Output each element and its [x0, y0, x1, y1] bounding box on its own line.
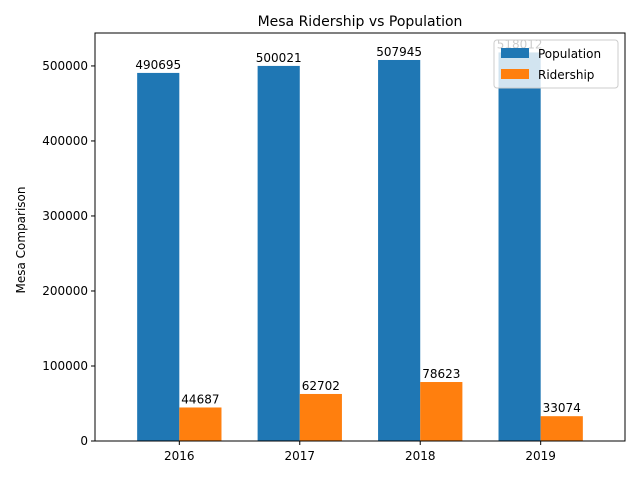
data-label-ridership-2016: 44687 [181, 392, 219, 406]
legend: Population Ridership [493, 39, 619, 89]
bar-population-2019 [498, 52, 541, 442]
y-axis-label: Mesa Comparison [14, 186, 28, 293]
y-tick-label: 300000 [42, 209, 88, 223]
y-tick-label: 0 [80, 434, 88, 448]
bar-ridership-2018 [420, 382, 463, 441]
y-tick-label: 500000 [42, 59, 88, 73]
data-label-population-2016: 490695 [135, 58, 181, 72]
x-axis: 2016 2017 2018 2019 [164, 441, 556, 463]
bar-population-2017 [257, 65, 300, 442]
x-tick-label: 2017 [284, 449, 315, 463]
bar-population-2016 [137, 72, 180, 442]
bar-ridership-2019 [540, 416, 583, 441]
bar-ridership-2017 [299, 393, 342, 441]
bars-group [137, 52, 583, 442]
x-tick-label: 2016 [164, 449, 195, 463]
legend-label-ridership: Ridership [538, 68, 594, 82]
legend-swatch-population [501, 48, 529, 58]
y-tick-label: 100000 [42, 359, 88, 373]
data-label-population-2017: 500021 [256, 51, 302, 65]
y-tick-label: 200000 [42, 284, 88, 298]
data-label-population-2018: 507945 [376, 45, 422, 59]
plot-frame [94, 32, 626, 442]
legend-label-population: Population [538, 47, 601, 61]
y-tick-label: 400000 [42, 134, 88, 148]
legend-swatch-ridership [501, 69, 529, 79]
x-tick-label: 2019 [525, 449, 556, 463]
data-label-ridership-2019: 33074 [543, 401, 581, 415]
bar-population-2018 [378, 59, 421, 441]
y-axis: 0 100000 200000 300000 400000 500000 [42, 59, 95, 448]
data-label-ridership-2018: 78623 [422, 367, 460, 381]
chart-title: Mesa Ridership vs Population [258, 14, 463, 30]
x-tick-label: 2018 [405, 449, 436, 463]
bar-ridership-2016 [179, 407, 222, 441]
data-label-ridership-2017: 62702 [302, 379, 340, 393]
